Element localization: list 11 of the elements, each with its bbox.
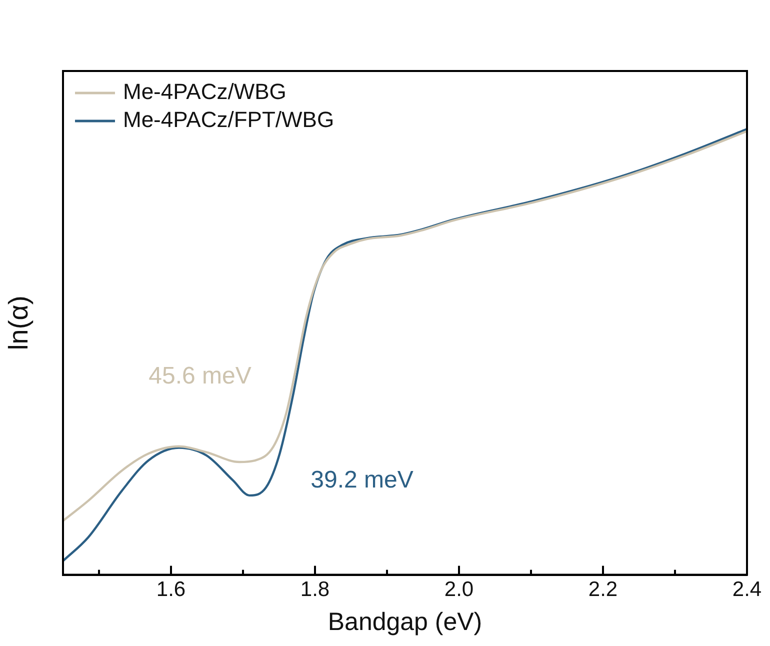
x-axis-title: Bandgap (eV) [328,608,482,636]
x-tick-label: 1.6 [156,578,186,602]
y-axis-title: ln(α) [4,296,34,350]
x-tick-label: 2.2 [588,578,618,602]
x-tick-label: 2.0 [444,578,474,602]
annotation: 39.2 meV [310,466,414,494]
annotation: 45.6 meV [148,362,252,390]
x-tick-label: 2.4 [732,578,762,602]
x-tick-label: 1.8 [300,578,330,602]
legend-label: Me-4PACz/FPT/WBG [123,107,334,132]
legend-label: Me-4PACz/WBG [123,79,286,104]
